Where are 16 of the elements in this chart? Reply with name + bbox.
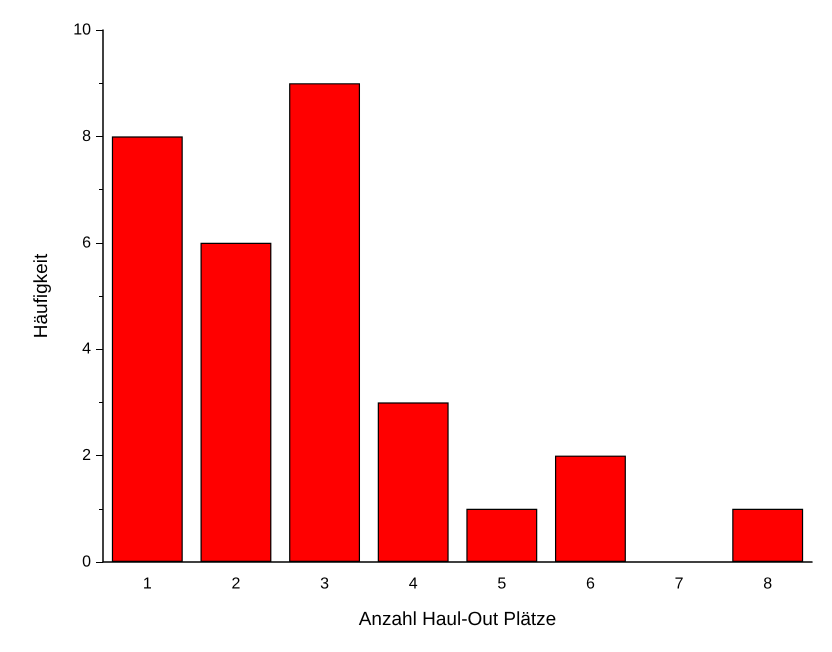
y-tick-label: 0 — [82, 554, 92, 570]
y-tick-label: 6 — [82, 234, 92, 252]
x-tick-label: 1 — [142, 576, 152, 592]
y-axis-title: Häufigkeit — [31, 253, 52, 338]
y-tick-label: 8 — [82, 128, 92, 145]
x-tick-label: 7 — [674, 576, 684, 592]
x-tick-label: 2 — [231, 576, 240, 592]
x-tick-label: 4 — [408, 576, 418, 592]
x-tick-label: 5 — [497, 576, 506, 592]
y-tick-label: 2 — [82, 447, 92, 464]
x-axis-title: Anzahl Haul-Out Plätze — [358, 609, 556, 630]
y-tick-label: 10 — [73, 22, 92, 38]
x-tick-label: 3 — [320, 576, 330, 592]
x-tick-label: 6 — [586, 576, 595, 592]
x-tick-label: 8 — [763, 576, 772, 592]
y-tick-label: 4 — [82, 340, 92, 358]
